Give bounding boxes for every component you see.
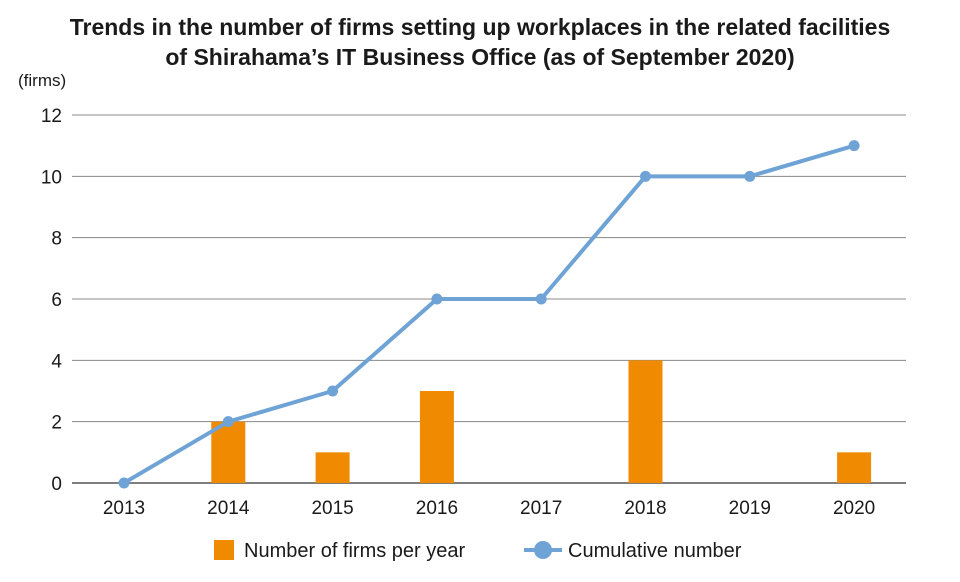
bar-2020 — [837, 452, 872, 483]
y-axis-label: (firms) — [18, 71, 66, 90]
y-tick-label: 6 — [51, 290, 62, 311]
y-tick-label: 2 — [51, 413, 62, 434]
bar-2014 — [211, 421, 246, 483]
x-tick-label: 2018 — [624, 498, 666, 519]
x-tick-label: 2017 — [520, 498, 562, 519]
chart-title: Trends in the number of firms setting up… — [0, 12, 960, 72]
y-tick-label: 4 — [51, 351, 62, 372]
cumulative-point-2016 — [431, 293, 443, 305]
y-tick-label: 8 — [51, 229, 62, 250]
cumulative-point-2013 — [118, 477, 130, 489]
y-tick-label: 12 — [41, 106, 62, 127]
x-tick-label: 2014 — [207, 498, 250, 519]
cumulative-line — [122, 143, 857, 485]
cumulative-point-2018 — [640, 170, 651, 182]
chart-title-line-2: of Shirahama’s IT Business Office (as of… — [165, 44, 795, 70]
x-tick-label: 2016 — [416, 498, 458, 519]
legend-swatch-bar — [214, 540, 234, 560]
cumulative-point-2020 — [848, 140, 860, 152]
bar-2015 — [315, 452, 350, 483]
bar-2016 — [419, 391, 454, 483]
cumulative-point-2019 — [744, 170, 756, 182]
cumulative-point-2015 — [327, 385, 339, 397]
legend-swatch-marker — [534, 541, 552, 559]
x-tick-label: 2015 — [311, 498, 353, 519]
legend-label-line: Cumulative number — [568, 540, 742, 562]
legend-label-bar: Number of firms per year — [244, 540, 466, 562]
x-tick-label: 2020 — [833, 498, 875, 519]
bar-2018 — [628, 360, 663, 483]
y-tick-label: 0 — [51, 474, 62, 495]
chart-title-line-1: Trends in the number of firms setting up… — [69, 14, 891, 40]
x-tick-label: 2013 — [103, 498, 145, 519]
y-tick-label: 10 — [41, 167, 62, 188]
cumulative-point-2014 — [222, 416, 234, 428]
cumulative-point-2017 — [535, 293, 547, 305]
x-tick-label: 2019 — [729, 498, 771, 519]
